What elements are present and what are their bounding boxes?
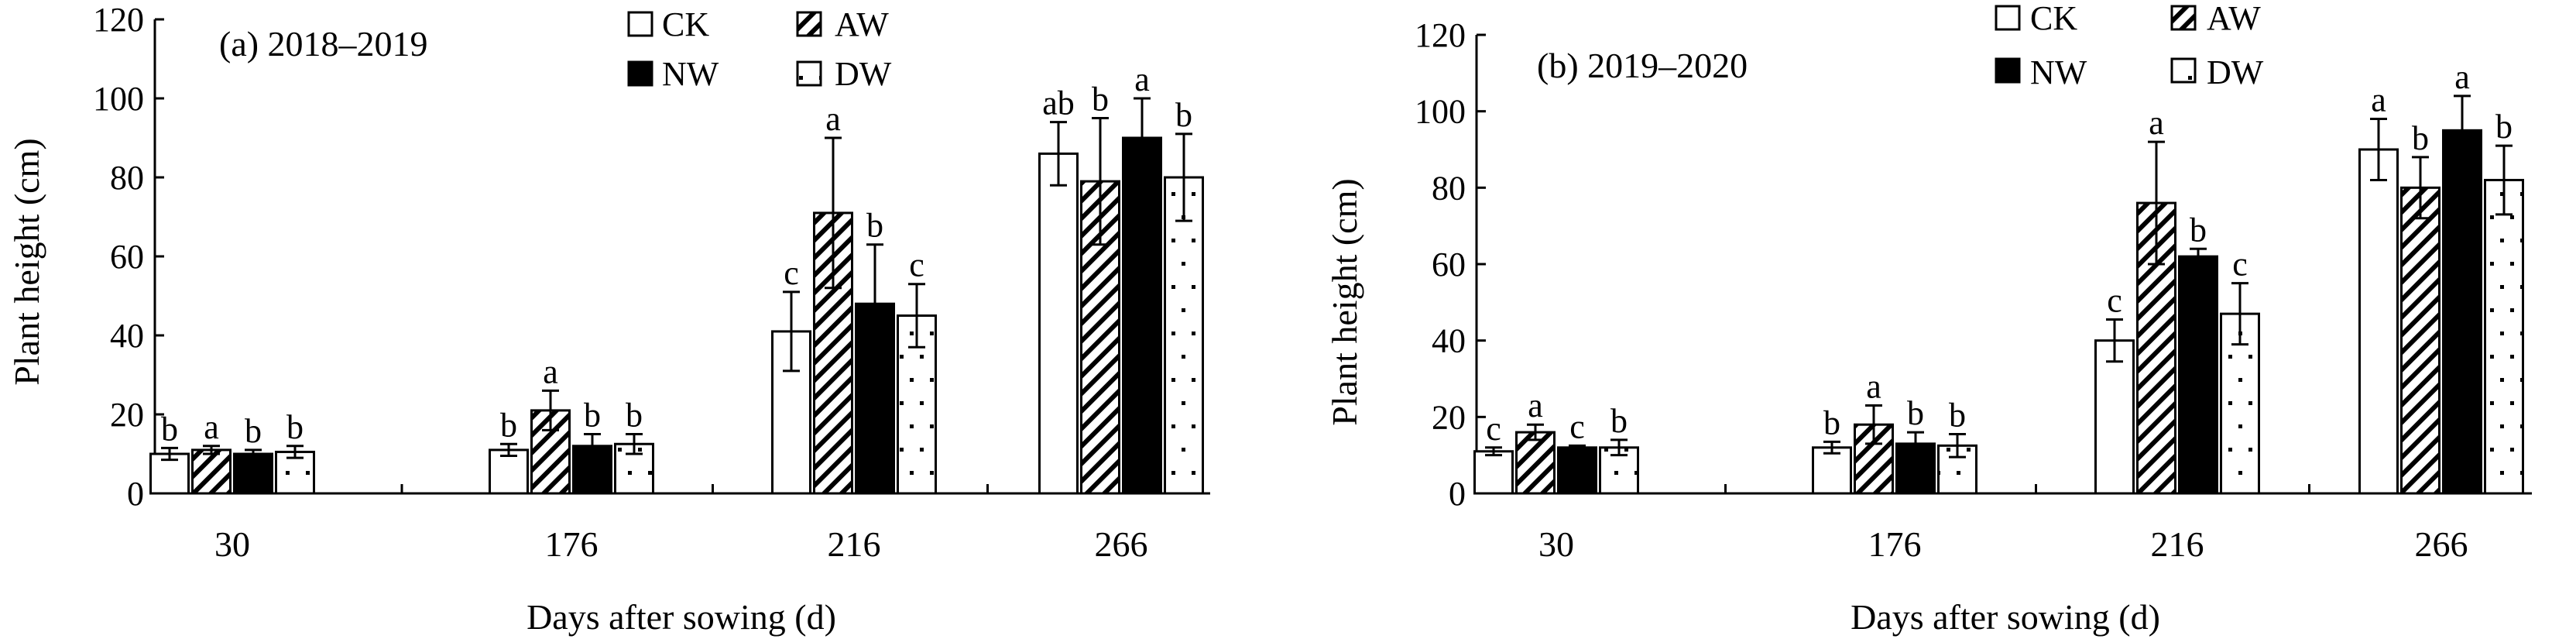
chart-a-legend-swatch-aw bbox=[796, 11, 822, 37]
chart-b-significance-letter: b bbox=[1610, 402, 1628, 440]
chart-b-y-tick-label: 80 bbox=[1432, 169, 1466, 207]
chart-a-legend-label-aw: AW bbox=[835, 5, 889, 43]
chart-a-legend-label-ck: CK bbox=[662, 5, 709, 43]
chart-b-significance-letter: b bbox=[2412, 119, 2429, 157]
chart-a-x-tick-label: 176 bbox=[545, 524, 599, 564]
chart-b-bar-ck bbox=[1812, 446, 1852, 495]
chart-a-significance-letter: b bbox=[1092, 81, 1109, 119]
chart-b-legend-label-aw: AW bbox=[2207, 0, 2261, 37]
chart-b-legend-label-ck: CK bbox=[2030, 0, 2077, 37]
chart-a-y-tick-label: 60 bbox=[110, 238, 144, 276]
chart-b-significance-letter: b bbox=[1907, 394, 1924, 432]
chart-a-legend-swatch-ck bbox=[627, 11, 653, 37]
chart-b-ylabel: Plant height (cm) bbox=[1325, 178, 1364, 425]
chart-a-y-tick-label: 40 bbox=[110, 317, 144, 355]
chart-a-bar-aw bbox=[191, 448, 232, 495]
chart-b-title: (b) 2019–2020 bbox=[1537, 46, 1748, 85]
chart-b-significance-letter: b bbox=[2495, 108, 2513, 146]
chart-a-bar-nw bbox=[572, 445, 612, 495]
chart-b-x-tick-label: 266 bbox=[2415, 524, 2468, 564]
chart-b-bar-nw bbox=[2178, 255, 2218, 495]
chart-a-bar-nw bbox=[233, 452, 273, 495]
chart-a-significance-letter: b bbox=[500, 406, 517, 444]
chart-a-y-tick-label: 120 bbox=[93, 1, 144, 39]
chart-a-significance-letter: a bbox=[1134, 60, 1150, 98]
chart-b-y-tick-label: 60 bbox=[1432, 246, 1466, 283]
chart-a-legend-label-nw: NW bbox=[662, 55, 719, 93]
chart-b-x-tick-label: 30 bbox=[1538, 524, 1574, 564]
chart-a-significance-letter: b bbox=[584, 397, 601, 435]
chart-a-legend: CK AW NW DW bbox=[627, 5, 892, 93]
chart-b-significance-letter: a bbox=[2454, 58, 2470, 96]
chart-b-significance-letter: b bbox=[1949, 397, 1966, 435]
chart-b-significance-letter: a bbox=[2149, 104, 2164, 142]
chart-a-significance-letter: b bbox=[245, 412, 262, 450]
chart-b-significance-letter: c bbox=[2107, 282, 2122, 320]
chart-a-ylabel: Plant height (cm) bbox=[7, 138, 46, 385]
chart-a-title: (a) 2018–2019 bbox=[219, 24, 428, 64]
chart-b-y-tick-label: 120 bbox=[1415, 16, 1466, 54]
chart-b-bar-nw bbox=[1557, 446, 1597, 495]
chart-b-x-tick-label: 176 bbox=[1868, 524, 1922, 564]
chart-b-y-tick-label: 20 bbox=[1432, 398, 1466, 436]
chart-b-bar-aw bbox=[1515, 431, 1556, 495]
chart-b-significance-letter: a bbox=[2371, 81, 2386, 119]
chart-panel-a: (a) 2018–2019 Days after sowing (d) Plan… bbox=[7, 1, 1210, 637]
chart-a-significance-letter: b bbox=[286, 408, 304, 446]
chart-a-y-tick-label: 0 bbox=[127, 475, 144, 513]
chart-b-significance-letter: b bbox=[2190, 211, 2207, 249]
chart-b-bar-nw bbox=[2442, 129, 2482, 495]
chart-a-legend-label-dw: DW bbox=[835, 55, 892, 93]
chart-b-bar-dw bbox=[2484, 178, 2524, 495]
chart-b-bar-ck bbox=[1473, 450, 1514, 495]
chart-b-legend-label-dw: DW bbox=[2207, 53, 2264, 91]
chart-b-x-tick-label: 216 bbox=[2151, 524, 2204, 564]
chart-b-bar-ck bbox=[2358, 148, 2399, 495]
chart-a-bar-dw bbox=[1164, 176, 1204, 495]
chart-a-significance-letter: c bbox=[909, 246, 924, 284]
chart-a-significance-letter: b bbox=[626, 397, 643, 435]
chart-a-y-tick-label: 20 bbox=[110, 396, 144, 434]
chart-b-legend: CK AW NW DW bbox=[1995, 0, 2264, 91]
chart-b-significance-letter: c bbox=[1486, 410, 1501, 448]
chart-b-y-tick-label: 40 bbox=[1432, 322, 1466, 360]
chart-b-significance-letter: b bbox=[1823, 404, 1840, 441]
chart-b-significance-letter: c bbox=[2232, 246, 2248, 283]
chart-b-y-tick-label: 0 bbox=[1449, 475, 1466, 513]
chart-b-bar-aw bbox=[2400, 186, 2441, 495]
chart-b-significance-letter: a bbox=[1866, 368, 1881, 406]
chart-a-y-tick-label: 100 bbox=[93, 80, 144, 118]
chart-a-y-tick-label: 80 bbox=[110, 159, 144, 197]
chart-a-significance-letter: b bbox=[1175, 96, 1192, 134]
chart-a-legend-swatch-dw bbox=[796, 60, 822, 87]
chart-a-significance-letter: b bbox=[866, 207, 883, 245]
chart-b-legend-swatch-nw bbox=[1995, 57, 2021, 84]
chart-a-significance-letter: a bbox=[204, 408, 219, 446]
chart-a-significance-letter: b bbox=[161, 410, 178, 448]
chart-a-bar-nw bbox=[1122, 136, 1162, 495]
chart-a-bar-ck bbox=[1038, 152, 1079, 495]
chart-b-legend-swatch-aw bbox=[2170, 5, 2197, 31]
chart-panel-b: (b) 2019–2020 Days after sowing (d) Plan… bbox=[1325, 0, 2532, 637]
chart-a-x-tick-label: 266 bbox=[1095, 524, 1148, 564]
chart-a-significance-letter: ab bbox=[1042, 84, 1075, 122]
chart-b-legend-label-nw: NW bbox=[2030, 53, 2087, 91]
chart-a-xlabel: Days after sowing (d) bbox=[527, 597, 836, 637]
chart-a-significance-letter: a bbox=[543, 352, 558, 390]
chart-a-x-tick-label: 216 bbox=[828, 524, 881, 564]
chart-a-significance-letter: a bbox=[825, 100, 841, 138]
chart-b-bar-ck bbox=[2094, 339, 2135, 495]
chart-b-significance-letter: c bbox=[1569, 407, 1585, 445]
chart-b-legend-swatch-ck bbox=[1995, 5, 2021, 31]
chart-b-y-tick-label: 100 bbox=[1415, 93, 1466, 131]
chart-b-significance-letter: a bbox=[1528, 386, 1543, 424]
chart-b-legend-swatch-dw bbox=[2170, 57, 2197, 84]
chart-a-legend-swatch-nw bbox=[627, 60, 653, 87]
chart-a-x-tick-label: 30 bbox=[214, 524, 250, 564]
chart-b-xlabel: Days after sowing (d) bbox=[1851, 597, 2160, 637]
chart-a-significance-letter: c bbox=[784, 254, 799, 292]
